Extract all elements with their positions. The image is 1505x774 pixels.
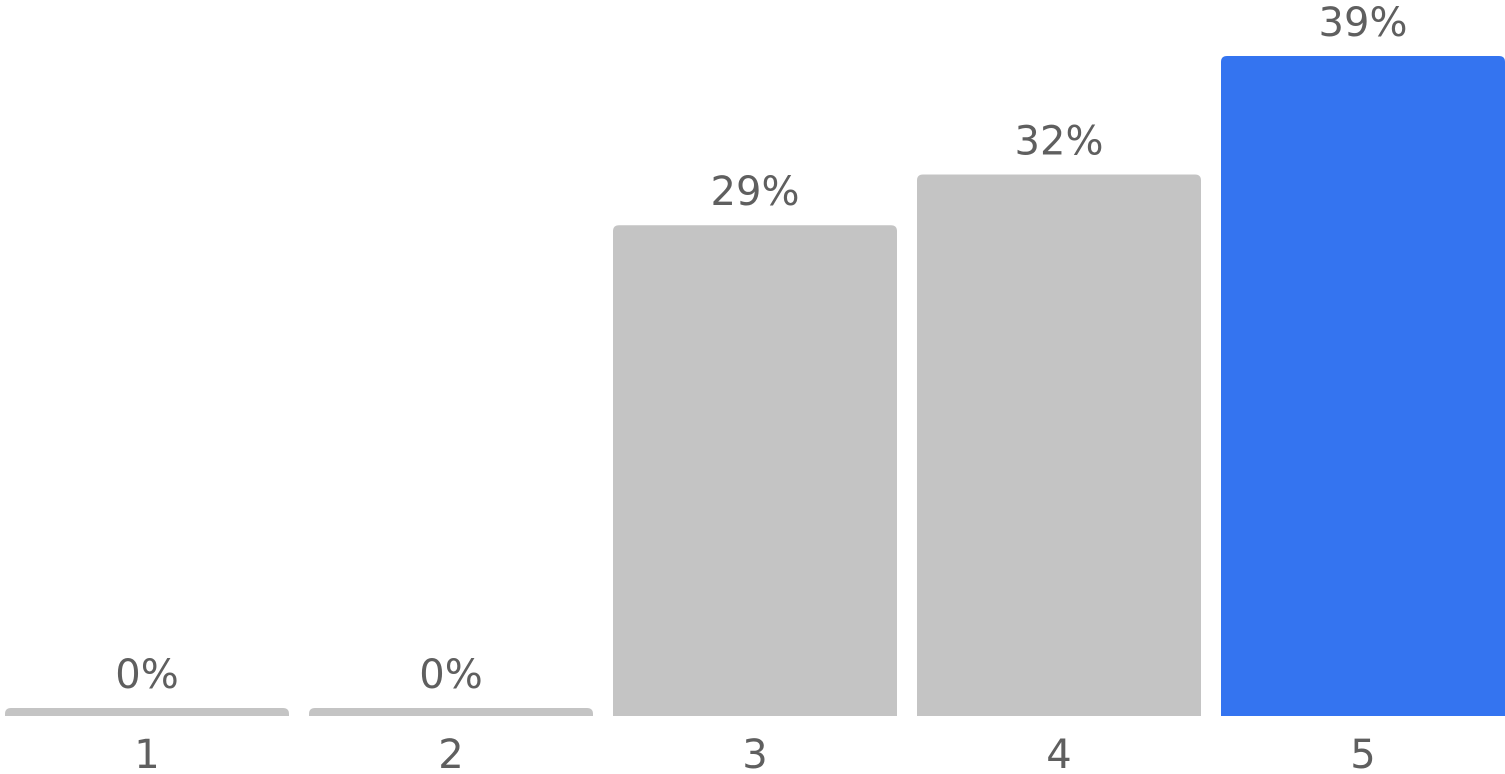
x-tick-label-3: 3 [742, 732, 767, 774]
x-tick-label-4: 4 [1046, 732, 1071, 774]
value-label-4: 32% [1015, 118, 1104, 164]
bar-4 [917, 174, 1201, 716]
bar-5 [1221, 56, 1505, 716]
value-labels-group: 0% 0% 29% 32% 39% [115, 0, 1407, 698]
bar-3 [613, 225, 897, 716]
value-label-5: 39% [1319, 0, 1408, 46]
x-tick-label-2: 2 [438, 732, 463, 774]
value-label-2: 0% [419, 652, 482, 698]
x-tick-label-1: 1 [134, 732, 159, 774]
bar-1 [5, 708, 289, 716]
bar-2 [309, 708, 593, 716]
value-label-3: 29% [711, 169, 800, 215]
bars-group [5, 56, 1505, 716]
value-label-1: 0% [115, 652, 178, 698]
x-tick-label-5: 5 [1350, 732, 1375, 774]
x-tick-labels-group: 1 2 3 4 5 [134, 732, 1375, 774]
